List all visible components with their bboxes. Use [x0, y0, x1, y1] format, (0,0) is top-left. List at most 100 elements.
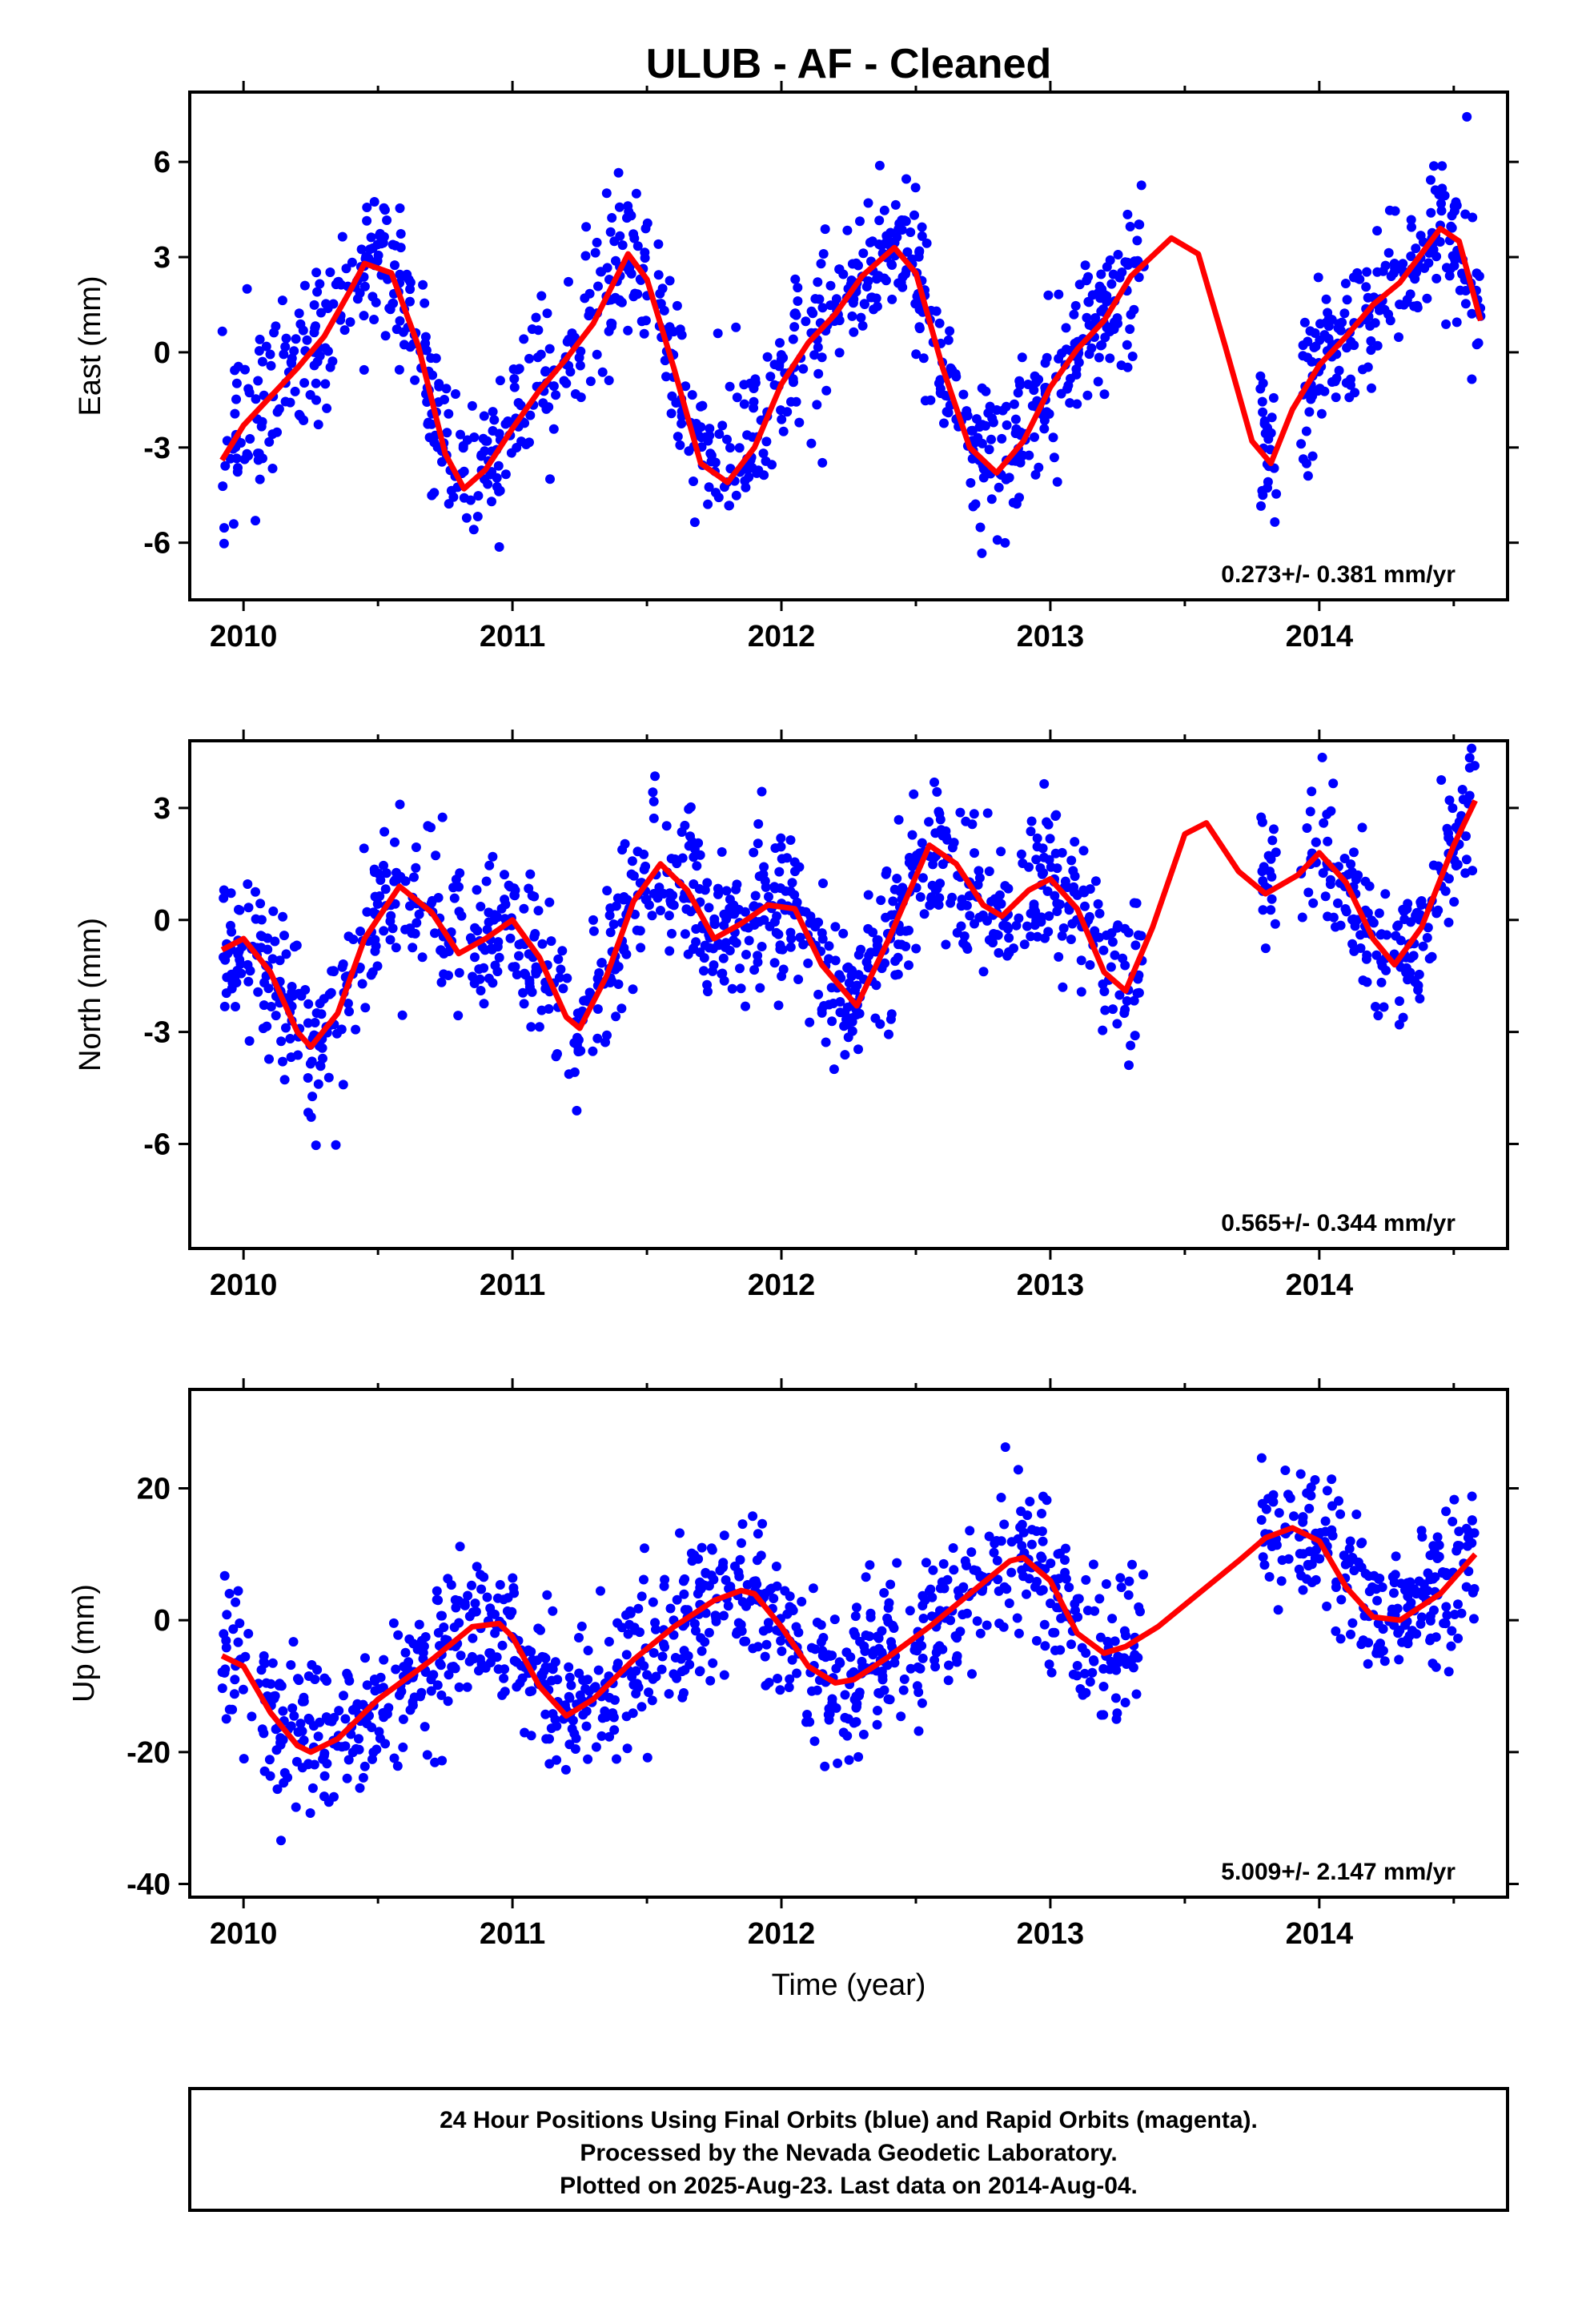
data-point: [521, 440, 532, 449]
data-point: [259, 1728, 269, 1739]
data-point: [1464, 762, 1475, 773]
data-point: [374, 1727, 384, 1737]
data-point: [609, 1725, 620, 1735]
data-point: [313, 1731, 323, 1742]
plot-frame: [188, 1388, 1509, 1899]
data-point: [982, 1620, 992, 1630]
data-point: [220, 460, 231, 471]
data-point: [1280, 1466, 1291, 1475]
data-point: [1467, 1515, 1477, 1526]
data-point: [281, 333, 291, 344]
data-point: [398, 1742, 408, 1752]
data-point: [378, 1683, 388, 1693]
data-point: [1026, 816, 1037, 826]
data-point: [1256, 1453, 1267, 1463]
x-tick-label: 2010: [210, 1917, 278, 1951]
data-point: [890, 199, 901, 210]
data-point: [877, 963, 887, 974]
data-point: [512, 1657, 522, 1667]
data-point: [219, 1001, 230, 1011]
data-point: [1082, 312, 1092, 323]
data-point: [1372, 340, 1383, 351]
data-point: [575, 360, 585, 371]
data-point: [531, 967, 541, 977]
data-point: [355, 1783, 365, 1793]
data-point: [623, 201, 633, 211]
y-tick-label: 0: [154, 336, 171, 370]
data-point: [1100, 1005, 1110, 1015]
data-point: [464, 1611, 475, 1622]
data-point: [231, 978, 242, 987]
data-point: [293, 1050, 303, 1060]
data-point: [1031, 1635, 1042, 1646]
data-point: [835, 1658, 845, 1668]
data-point: [593, 1665, 604, 1675]
data-point: [1455, 285, 1465, 296]
data-point: [825, 1709, 835, 1719]
data-point: [1002, 921, 1012, 931]
data-point: [731, 490, 741, 501]
data-point: [632, 241, 643, 251]
data-point: [692, 861, 702, 871]
data-point: [395, 269, 405, 279]
data-point: [298, 325, 308, 336]
data-point: [778, 426, 789, 436]
data-point: [786, 934, 797, 944]
data-point: [1116, 1582, 1126, 1593]
data-point: [367, 1723, 377, 1732]
y-tick-label: 3: [154, 241, 171, 275]
x-tick-label: 2014: [1286, 1917, 1354, 1951]
data-point: [1457, 785, 1468, 794]
data-point: [1304, 1503, 1315, 1514]
data-point: [1443, 874, 1454, 884]
data-point: [1416, 896, 1427, 906]
data-point: [1444, 271, 1455, 281]
data-point: [319, 1673, 330, 1683]
data-point: [351, 1024, 361, 1035]
data-point: [1460, 868, 1471, 879]
data-point: [508, 1582, 519, 1593]
data-point: [1050, 891, 1060, 901]
data-point: [280, 342, 291, 352]
data-point: [219, 538, 229, 549]
data-point: [540, 1662, 551, 1672]
data-point: [319, 1771, 330, 1781]
data-point: [1019, 939, 1030, 950]
data-point: [437, 812, 448, 822]
data-point: [849, 327, 859, 337]
data-point: [337, 231, 347, 242]
data-point: [632, 846, 643, 857]
data-point: [1469, 1614, 1479, 1624]
data-point: [255, 899, 266, 909]
data-point: [996, 846, 1006, 857]
data-point: [648, 1648, 659, 1658]
data-point: [594, 968, 604, 978]
data-point: [224, 1704, 235, 1715]
data-point: [233, 1637, 243, 1647]
data-point: [583, 1675, 593, 1685]
data-point: [714, 429, 725, 439]
data-point: [499, 1594, 509, 1605]
data-point: [622, 1743, 632, 1754]
data-point: [218, 481, 228, 492]
data-point: [485, 1658, 496, 1667]
data-point: [472, 885, 482, 895]
data-point: [369, 197, 379, 207]
data-point: [1006, 1567, 1017, 1578]
data-point: [264, 1755, 275, 1765]
data-point: [917, 873, 928, 883]
data-point: [255, 474, 265, 485]
data-point: [285, 397, 295, 408]
data-point: [343, 1671, 353, 1681]
data-point: [1050, 811, 1061, 821]
data-point: [773, 929, 784, 939]
data-point: [926, 892, 937, 903]
data-point: [857, 320, 868, 331]
data-point: [1016, 849, 1026, 859]
data-point: [1464, 1566, 1474, 1577]
data-point: [755, 983, 765, 993]
data-point: [994, 1618, 1005, 1629]
data-point: [970, 848, 979, 858]
data-point: [1094, 908, 1105, 919]
data-point: [387, 239, 398, 250]
